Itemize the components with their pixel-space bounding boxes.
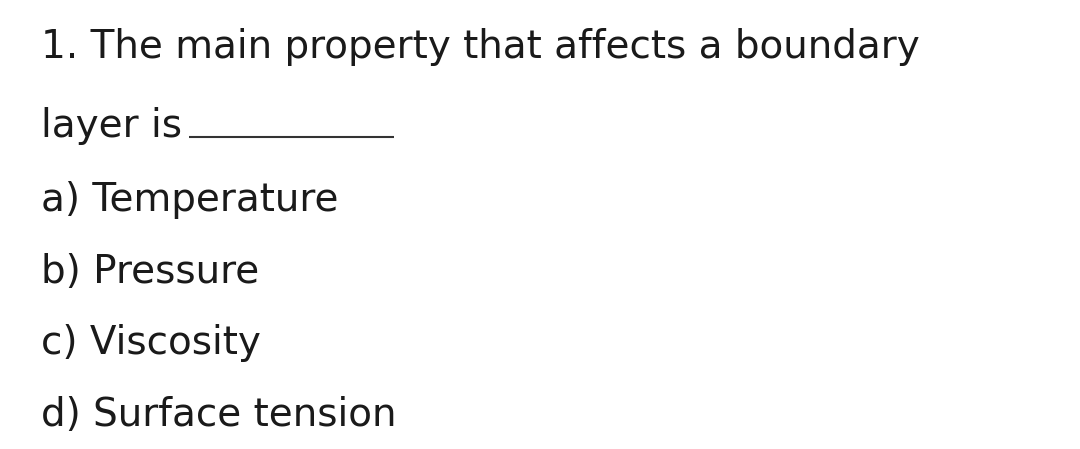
Text: 1. The main property that affects a boundary: 1. The main property that affects a boun… — [41, 28, 920, 66]
Text: a) Temperature: a) Temperature — [41, 181, 338, 219]
Text: c) Viscosity: c) Viscosity — [41, 325, 261, 362]
Text: layer is: layer is — [41, 107, 183, 145]
Text: d) Surface tension: d) Surface tension — [41, 396, 396, 434]
Text: b) Pressure: b) Pressure — [41, 253, 259, 291]
